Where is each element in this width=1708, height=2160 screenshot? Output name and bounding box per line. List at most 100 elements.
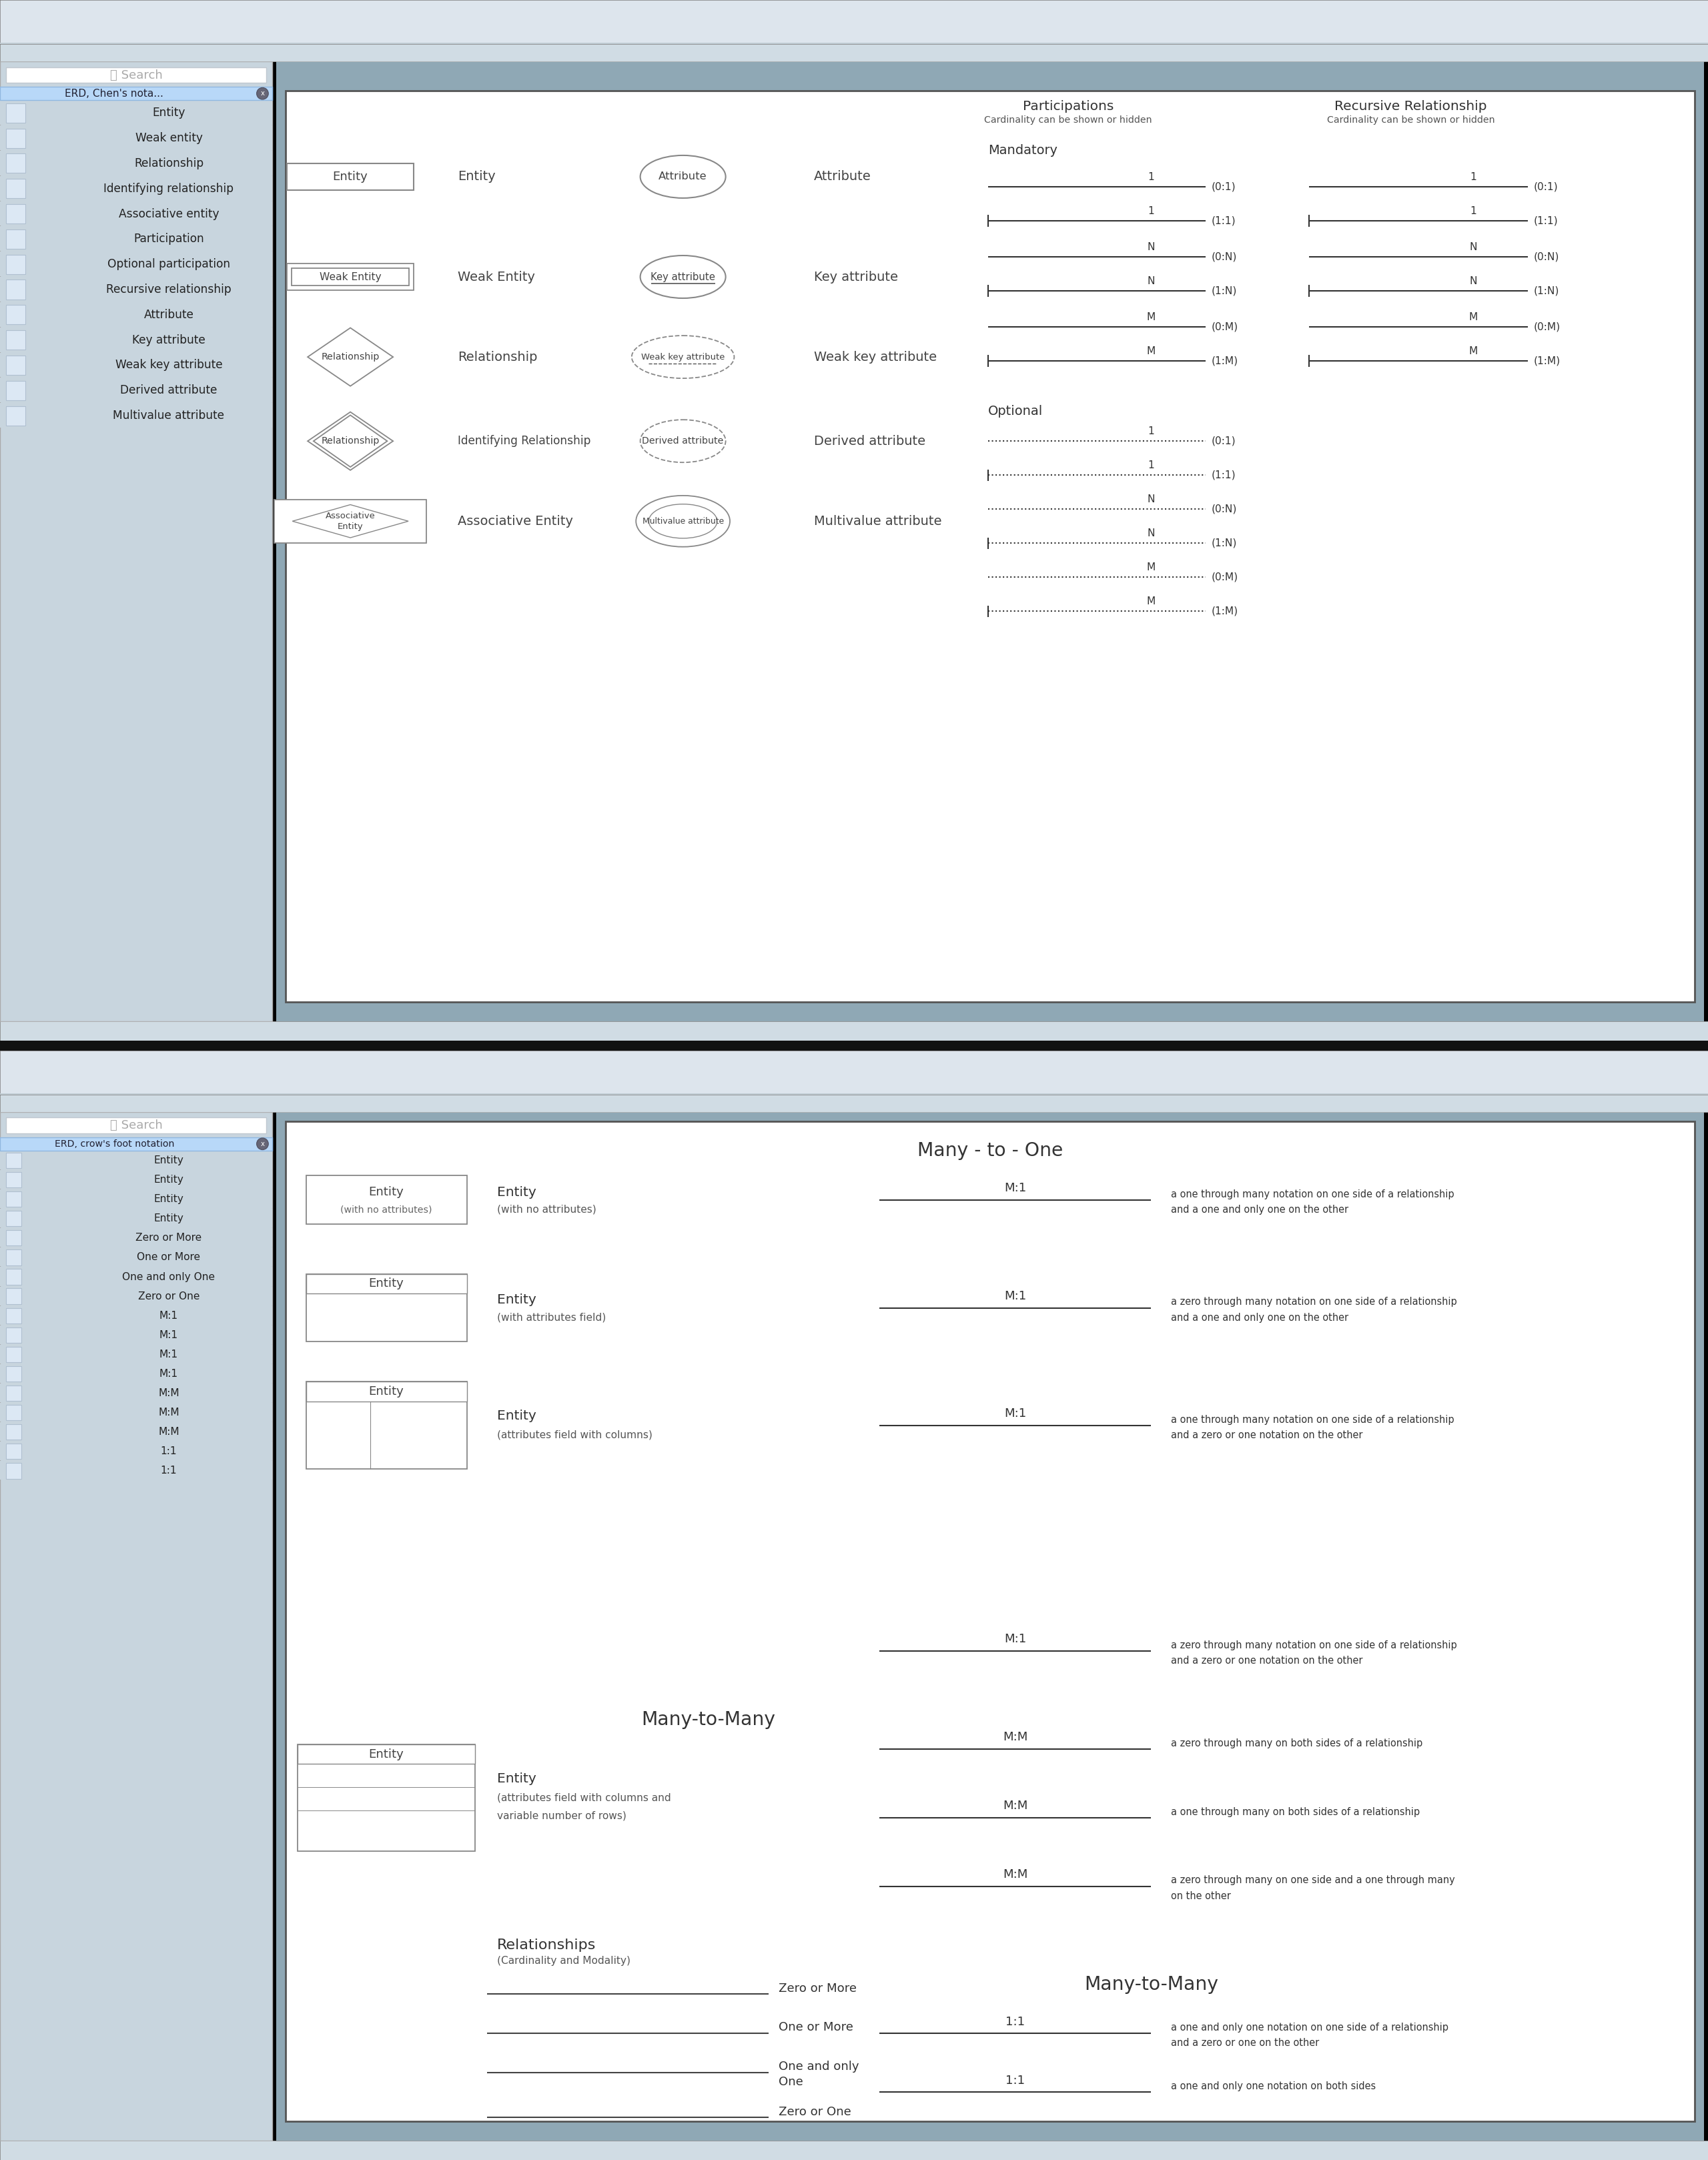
Bar <box>5 1117 266 1134</box>
Bar <box>292 268 410 285</box>
Text: (0:1): (0:1) <box>1534 181 1558 192</box>
Bar <box>0 1441 272 1460</box>
Text: (0:M): (0:M) <box>1534 322 1561 333</box>
Text: 1:1: 1:1 <box>1006 2015 1025 2028</box>
Text: Relationship: Relationship <box>133 158 203 168</box>
Text: M:1: M:1 <box>159 1350 178 1359</box>
Text: (1:N): (1:N) <box>1211 538 1237 549</box>
Text: (0:1): (0:1) <box>1211 436 1235 447</box>
Text: Weak Entity: Weak Entity <box>319 272 381 281</box>
Text: M:1: M:1 <box>159 1311 178 1320</box>
Text: M:1: M:1 <box>159 1369 178 1378</box>
Text: a one through many notation on one side of a relationship: a one through many notation on one side … <box>1172 1415 1455 1426</box>
Text: (1:1): (1:1) <box>1211 471 1235 480</box>
Bar <box>5 1212 20 1227</box>
Bar <box>5 281 26 300</box>
Text: Derived attribute: Derived attribute <box>120 384 217 397</box>
Bar <box>5 255 26 274</box>
Text: M:1: M:1 <box>1004 1182 1027 1194</box>
Text: and a zero or one notation on the other: and a zero or one notation on the other <box>1172 1657 1363 1665</box>
Text: One and only One: One and only One <box>123 1272 215 1281</box>
Text: Entity: Entity <box>369 1277 405 1290</box>
Text: Entity: Entity <box>458 171 495 184</box>
Ellipse shape <box>640 419 726 462</box>
Bar <box>0 1287 272 1305</box>
Text: M: [ -0.13, 2.03 ]: M: [ -0.13, 2.03 ] <box>810 2145 898 2156</box>
Bar <box>5 1173 20 1188</box>
Polygon shape <box>292 505 408 538</box>
Text: M:M: M:M <box>159 1428 179 1436</box>
Bar <box>0 404 272 428</box>
Text: N: N <box>1148 242 1155 253</box>
Text: (1:1): (1:1) <box>1534 216 1558 227</box>
Text: Entity: Entity <box>497 1771 536 1784</box>
Text: (Cardinality and Modality): (Cardinality and Modality) <box>497 1955 630 1966</box>
Bar <box>5 1462 20 1480</box>
Text: Zero or One: Zero or One <box>138 1292 200 1300</box>
Bar <box>5 205 26 222</box>
Bar <box>306 1274 466 1341</box>
Ellipse shape <box>256 89 268 99</box>
Polygon shape <box>307 413 393 471</box>
Bar <box>5 1251 20 1266</box>
Text: Entity: Entity <box>497 1410 536 1421</box>
Bar <box>0 1095 1708 1112</box>
Bar <box>5 1443 20 1460</box>
Text: (with no attributes): (with no attributes) <box>340 1205 432 1214</box>
Bar <box>0 1421 272 1441</box>
Bar <box>5 229 26 248</box>
Bar <box>5 67 266 82</box>
Text: Recursive Relationship: Recursive Relationship <box>1334 99 1488 112</box>
Text: x: x <box>261 91 265 97</box>
Text: Entity: Entity <box>154 1214 184 1223</box>
Text: 1: 1 <box>1148 205 1155 216</box>
Text: M: M <box>1146 562 1155 572</box>
Text: on the other: on the other <box>1172 1890 1231 1901</box>
Text: M:M: M:M <box>1003 1799 1028 1812</box>
Ellipse shape <box>635 495 729 546</box>
Text: 1:1: 1:1 <box>1006 2074 1025 2087</box>
Text: Optional: Optional <box>989 404 1044 417</box>
Bar <box>0 328 272 352</box>
Text: M: M <box>1469 313 1477 322</box>
Bar <box>287 164 413 190</box>
Text: (with attributes field): (with attributes field) <box>497 1313 606 1322</box>
Text: Relationships: Relationships <box>497 1938 596 1953</box>
Text: M: M <box>1146 313 1155 322</box>
Text: Participations: Participations <box>1023 99 1114 112</box>
Text: a one and only one notation on one side of a relationship: a one and only one notation on one side … <box>1172 2022 1448 2033</box>
Text: M: M <box>1469 346 1477 356</box>
Text: Recursive relationship: Recursive relationship <box>106 283 231 296</box>
Text: 1: 1 <box>1148 173 1155 181</box>
Text: One or More: One or More <box>137 1253 200 1261</box>
Bar <box>0 1210 272 1227</box>
Text: M: M <box>1146 596 1155 607</box>
Bar <box>0 227 272 251</box>
Text: x: x <box>261 1140 265 1147</box>
Text: Cardinality can be shown or hidden: Cardinality can be shown or hidden <box>984 114 1153 125</box>
Polygon shape <box>314 415 388 467</box>
Text: Multivalue attribute: Multivalue attribute <box>815 514 941 527</box>
Text: (0:M): (0:M) <box>1211 572 1238 583</box>
Text: Multivalue attribute: Multivalue attribute <box>113 410 224 421</box>
Text: variable number of rows): variable number of rows) <box>497 1810 627 1821</box>
Text: (0:N): (0:N) <box>1211 253 1237 261</box>
Text: N: N <box>1148 529 1155 538</box>
Bar <box>5 1192 20 1207</box>
Text: a zero through many notation on one side of a relationship: a zero through many notation on one side… <box>1172 1639 1457 1650</box>
Bar <box>277 1112 1705 2141</box>
Text: and a zero or one on the other: and a zero or one on the other <box>1172 2039 1320 2048</box>
Bar <box>0 276 272 302</box>
Bar <box>306 1274 466 1294</box>
Text: 1: 1 <box>1471 205 1477 216</box>
Bar <box>5 1153 20 1169</box>
Bar <box>0 2141 1708 2160</box>
Bar <box>5 153 26 173</box>
Text: N: N <box>1469 276 1477 285</box>
Text: Key attribute: Key attribute <box>651 272 716 281</box>
Text: (1:M): (1:M) <box>1534 356 1561 365</box>
Bar <box>0 1041 1708 1050</box>
Ellipse shape <box>256 1138 268 1149</box>
Text: Entity: Entity <box>369 1747 405 1760</box>
Text: Participation: Participation <box>133 233 203 244</box>
